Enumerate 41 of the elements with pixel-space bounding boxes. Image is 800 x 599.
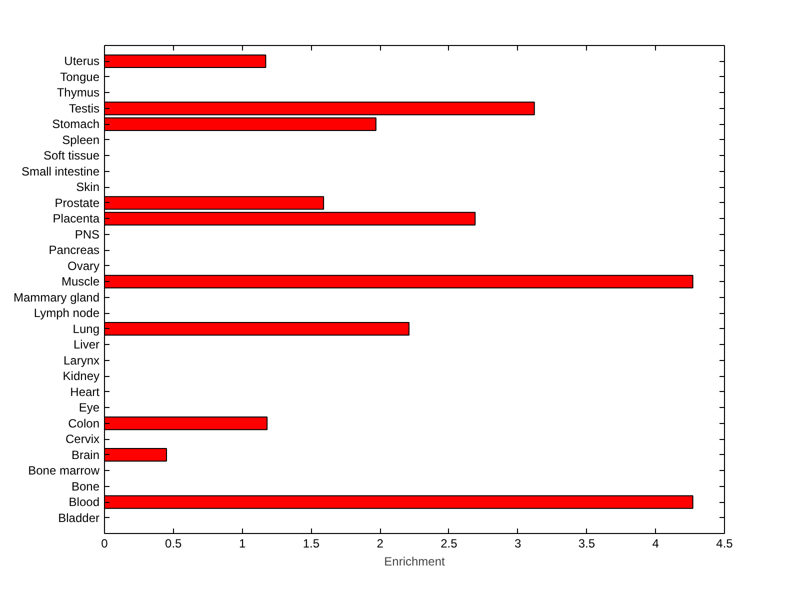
y-tick-label: Eye: [78, 400, 100, 415]
y-tick-label: Pancreas: [48, 243, 100, 258]
y-tick-label: Thymus: [56, 86, 100, 100]
y-tick-label: Tongue: [60, 70, 100, 84]
y-tick-label: PNS: [74, 227, 100, 242]
x-tick-label: 4.5: [716, 536, 734, 550]
y-tick-label: Bladder: [58, 510, 100, 525]
y-tick-label: Cervix: [66, 432, 100, 446]
y-tick-label: Spleen: [62, 132, 100, 147]
y-tick-label: Prostate: [54, 196, 100, 210]
x-tick-label: 2.5: [440, 536, 458, 550]
y-tick-label: Testis: [68, 101, 100, 116]
y-tick-label: Heart: [70, 384, 100, 399]
y-tick-label: Kidney: [62, 369, 100, 384]
y-tick-label: Ovary: [67, 258, 100, 273]
y-tick-label: Bone: [71, 479, 100, 494]
x-tick-label: 2: [376, 536, 384, 550]
y-tick-label: Liver: [73, 338, 100, 352]
y-tick-label: Soft tissue: [43, 148, 100, 163]
y-tick-label: Lung: [72, 322, 100, 336]
x-axis-title: Enrichment: [384, 554, 446, 568]
x-tick-label: 3.5: [578, 536, 596, 550]
x-tick-label: 1: [238, 536, 246, 550]
y-tick-label: Muscle: [61, 274, 100, 289]
y-tick-label: Brain: [71, 448, 100, 462]
x-tick-label: 4: [652, 536, 660, 550]
y-tick-label: Lymph node: [34, 306, 100, 320]
y-tick-label: Skin: [76, 180, 100, 194]
y-tick-label: Small intestine: [21, 164, 100, 178]
y-tick-label: Blood: [68, 495, 100, 510]
x-tick-label: 1.5: [302, 536, 320, 550]
y-tick-label: Uterus: [64, 54, 100, 68]
y-tick-label: Mammary gland: [13, 290, 100, 304]
y-tick-label: Stomach: [52, 117, 100, 132]
y-tick-label: Colon: [68, 416, 100, 430]
x-tick-label: 0: [101, 536, 108, 550]
y-tick-label: Placenta: [52, 212, 100, 226]
x-tick-label: 0.5: [165, 536, 182, 550]
x-tick-label: 3: [514, 536, 522, 550]
y-tick-label: Bone marrow: [28, 464, 100, 478]
y-tick-label: Larynx: [63, 353, 100, 368]
